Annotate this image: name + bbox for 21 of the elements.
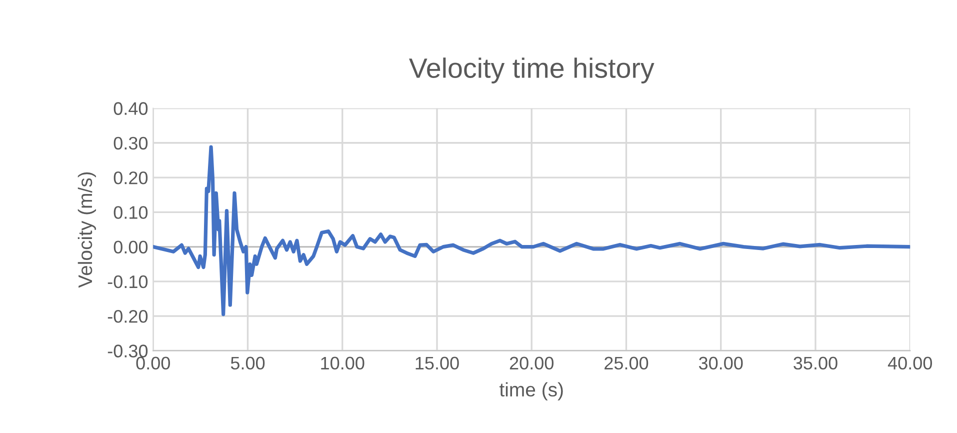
y-tick-label: 0.30	[114, 136, 148, 150]
y-tick-label: -0.20	[108, 310, 148, 323]
x-tick-label: 25.00	[604, 356, 648, 370]
line-series	[153, 145, 910, 316]
x-tick-label: 30.00	[698, 356, 743, 370]
y-tick-label: 0.40	[114, 102, 148, 115]
y-tick-label: 0.20	[114, 171, 148, 184]
x-tick-label: 15.00	[416, 356, 459, 370]
x-tick-label: 10.00	[321, 356, 364, 370]
y-tick-label: 0.10	[114, 206, 148, 219]
y-axis-title: Velocity (m/s)	[78, 172, 96, 288]
x-tick-label: 20.00	[510, 356, 554, 370]
x-tick-label: 35.00	[794, 356, 838, 370]
x-tick-label: 40.00	[888, 356, 932, 370]
x-tick-label: 5.00	[230, 356, 265, 370]
y-tick-label: 0.00	[114, 240, 148, 254]
y-tick-label: -0.10	[108, 275, 148, 288]
x-tick-label: 0.00	[136, 356, 170, 370]
chart-title: Velocity time history	[409, 58, 654, 84]
x-axis-title: time (s)	[500, 382, 563, 400]
y-tick-label: -0.30	[108, 344, 148, 358]
